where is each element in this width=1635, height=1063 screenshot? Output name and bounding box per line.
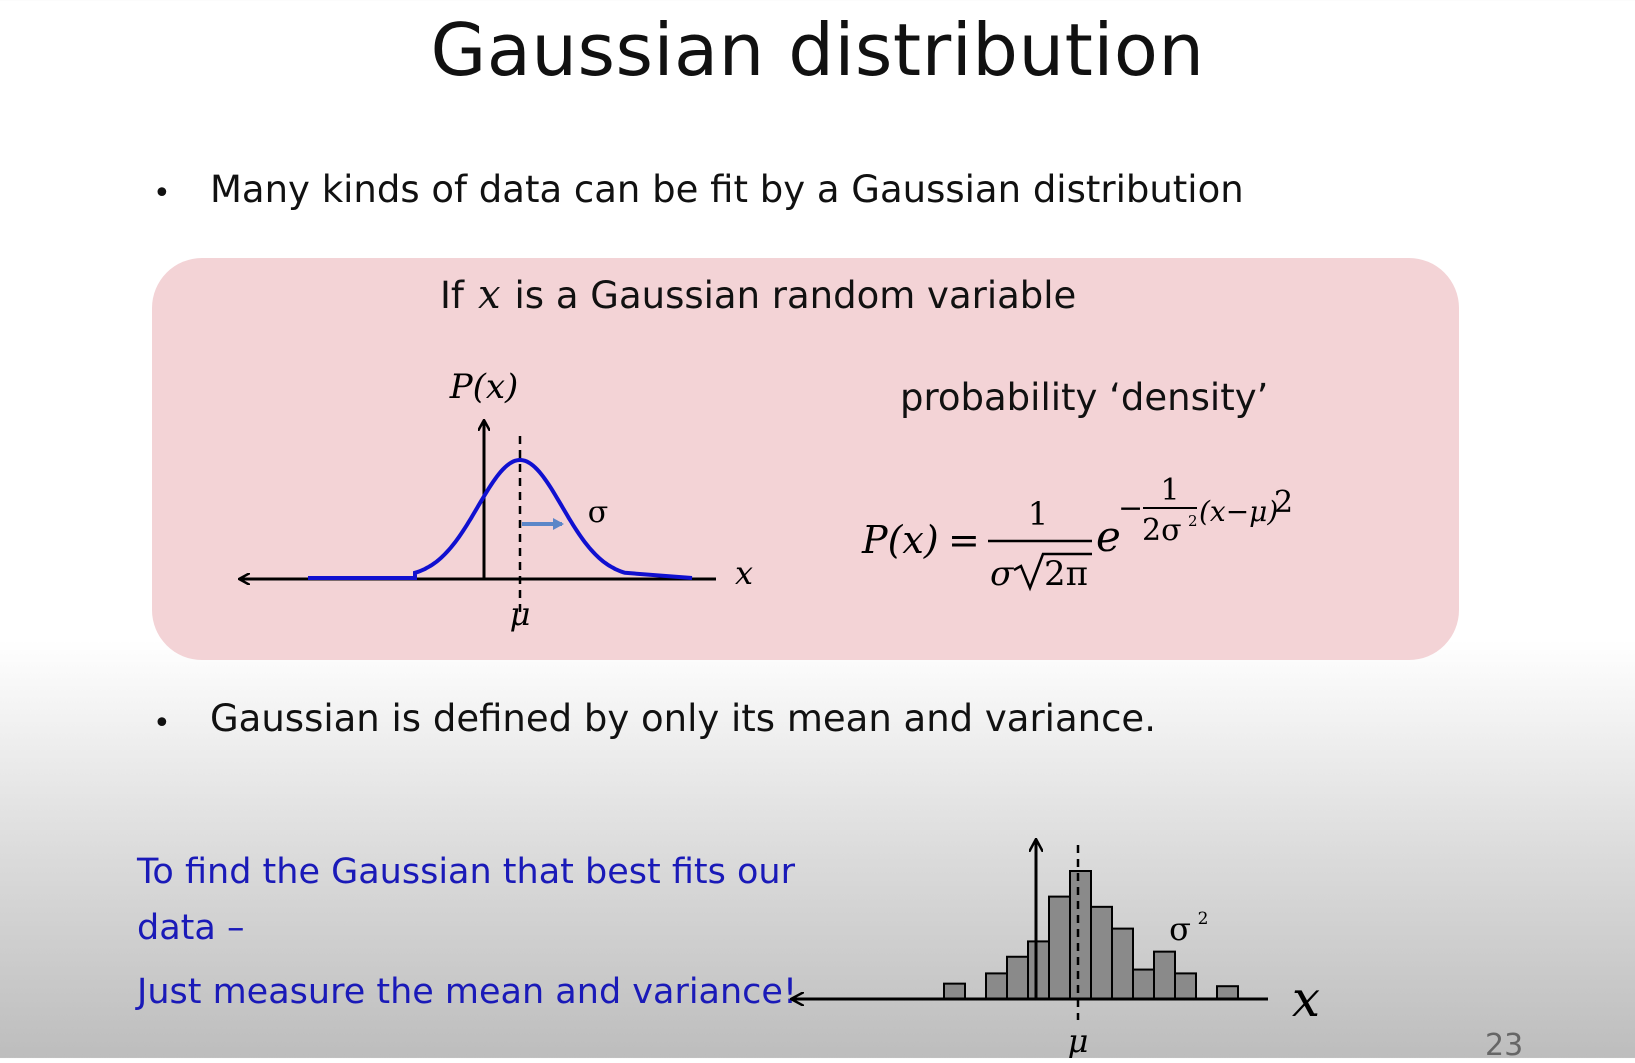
hist-variance-power: 2	[1198, 909, 1209, 929]
hist-mean-label: μ	[1068, 1022, 1089, 1058]
histogram-bar	[1174, 972, 1197, 1001]
slide-title: Gaussian distribution	[430, 8, 1205, 92]
fit-note-line-1: To find the Gaussian that best fits our	[137, 852, 795, 892]
histogram-bar	[1153, 950, 1176, 1001]
formula-exp-den-power: 2	[1188, 512, 1198, 530]
hist-variance-label: σ	[1169, 910, 1191, 948]
random-variable-statement: If x is a Gaussian random variable	[440, 272, 1076, 318]
histogram-bar	[1048, 895, 1071, 1000]
if-prefix: If	[440, 274, 464, 317]
fit-note-line-3: Just measure the mean and variance!	[137, 972, 797, 1012]
histogram-bar	[1006, 955, 1029, 1001]
histogram-bar	[943, 982, 966, 1001]
if-suffix: is a Gaussian random variable	[514, 274, 1077, 317]
formula-exp-denominator: 2σ	[1142, 513, 1182, 548]
gaussian-curve	[308, 458, 693, 580]
pdf-y-label: P(x)	[449, 367, 519, 407]
formula-sqrt-sign	[1013, 552, 1092, 592]
fit-note-line-2: data –	[137, 908, 245, 948]
sigma-label: σ	[588, 495, 608, 530]
histogram-bar	[985, 972, 1008, 1001]
page-number: 23	[1485, 1028, 1524, 1063]
formula-lhs: P(x)	[861, 518, 939, 562]
gaussian-formula: P(x) = 1 σ 2π e − 1 2σ 2 (x−μ) 2	[861, 473, 1293, 594]
variable-x: x	[477, 272, 501, 318]
histogram-bar	[1090, 905, 1113, 1001]
formula-equals: =	[948, 518, 980, 562]
formula-exp-minus: −	[1118, 491, 1143, 526]
formula-denom-sigma: σ	[990, 554, 1014, 594]
formula-base-e: e	[1096, 512, 1121, 561]
histogram-bar	[1132, 968, 1155, 1000]
hist-x-label: x	[1292, 970, 1320, 1028]
bullet-2-marker: •	[153, 706, 171, 741]
definition-box	[152, 258, 1459, 660]
histogram-bars	[943, 870, 1239, 1001]
formula-exp-body: (x−μ)	[1199, 495, 1278, 528]
histogram-bar	[1111, 927, 1134, 1000]
bullet-1-text: Many kinds of data can be fit by a Gauss…	[210, 168, 1244, 211]
formula-numerator: 1	[1028, 495, 1048, 533]
density-label: probability ‘density’	[900, 376, 1269, 419]
bullet-1-marker: •	[153, 176, 171, 211]
histogram-bar	[1027, 940, 1050, 1001]
pdf-x-label: x	[735, 554, 753, 592]
formula-denom-root: 2π	[1044, 554, 1088, 594]
bullet-2-text: Gaussian is defined by only its mean and…	[210, 697, 1156, 740]
formula-exp-numerator: 1	[1160, 473, 1179, 508]
formula-exp-power: 2	[1274, 485, 1293, 520]
histogram-bar	[1216, 985, 1239, 1001]
pdf-mean-label: μ	[510, 595, 531, 633]
histogram-bar	[1069, 870, 1092, 1000]
